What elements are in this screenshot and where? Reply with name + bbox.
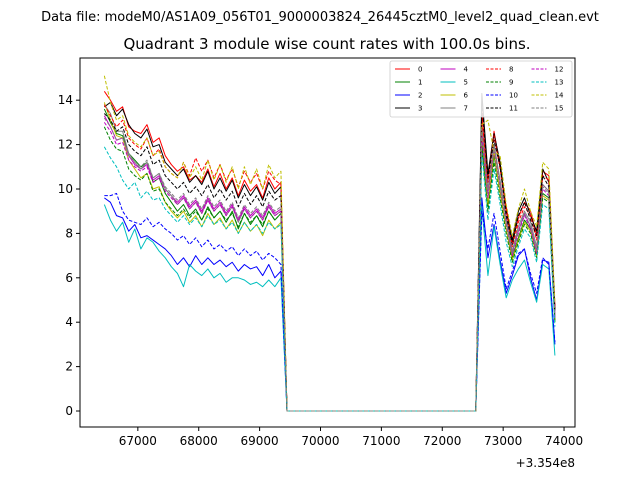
legend-label-13: 13 <box>555 79 564 87</box>
y-tick-label: 8 <box>65 226 73 240</box>
y-tick-label: 2 <box>65 360 73 374</box>
legend-label-11: 11 <box>509 105 518 113</box>
series-layer <box>103 75 556 412</box>
legend-label-2: 2 <box>418 92 422 100</box>
x-tick-label: 68000 <box>180 434 218 448</box>
legend-label-5: 5 <box>464 79 468 87</box>
x-tick-label: 73000 <box>484 434 522 448</box>
y-tick-label: 12 <box>58 138 73 152</box>
chart-title: Quadrant 3 module wise count rates with … <box>123 35 530 53</box>
legend-label-9: 9 <box>509 79 513 87</box>
x-tick-label: 71000 <box>362 434 400 448</box>
legend-label-3: 3 <box>418 105 422 113</box>
legend-box <box>389 60 573 118</box>
x-axis-offset-label: +3.354e8 <box>516 456 575 470</box>
series-line-15 <box>103 117 556 412</box>
plot-area: 67000 68000 69000 70000 71000 72000 73000 74000… <box>58 57 583 470</box>
x-tick-label: 74000 <box>545 434 583 448</box>
legend-label-0: 0 <box>418 66 422 74</box>
legend-label-12: 12 <box>555 66 564 74</box>
legend-label-1: 1 <box>418 79 422 87</box>
legend-label-7: 7 <box>464 105 468 113</box>
y-tick-label: 4 <box>65 315 73 329</box>
x-tick-label: 72000 <box>423 434 461 448</box>
legend-label-4: 4 <box>464 66 469 74</box>
x-axis: 67000 68000 69000 70000 71000 72000 73000 74000 <box>119 427 583 448</box>
y-tick-label: 0 <box>65 404 73 418</box>
legend-label-15: 15 <box>555 105 564 113</box>
legend-label-6: 6 <box>464 92 469 100</box>
y-tick-label: 6 <box>65 271 73 285</box>
legend-label-10: 10 <box>509 92 518 100</box>
x-tick-label: 69000 <box>241 434 279 448</box>
y-axis: 0 2 4 6 8 10 12 14 <box>58 93 80 418</box>
figure-suptitle: Data file: modeM0/AS1A09_056T01_90000038… <box>41 10 599 25</box>
y-tick-label: 10 <box>58 182 73 196</box>
x-tick-label: 67000 <box>119 434 157 448</box>
legend-label-8: 8 <box>509 66 513 74</box>
plot-frame <box>79 57 576 428</box>
x-tick-label: 70000 <box>301 434 339 448</box>
legend-label-14: 14 <box>555 92 564 100</box>
y-tick-label: 14 <box>58 93 73 107</box>
